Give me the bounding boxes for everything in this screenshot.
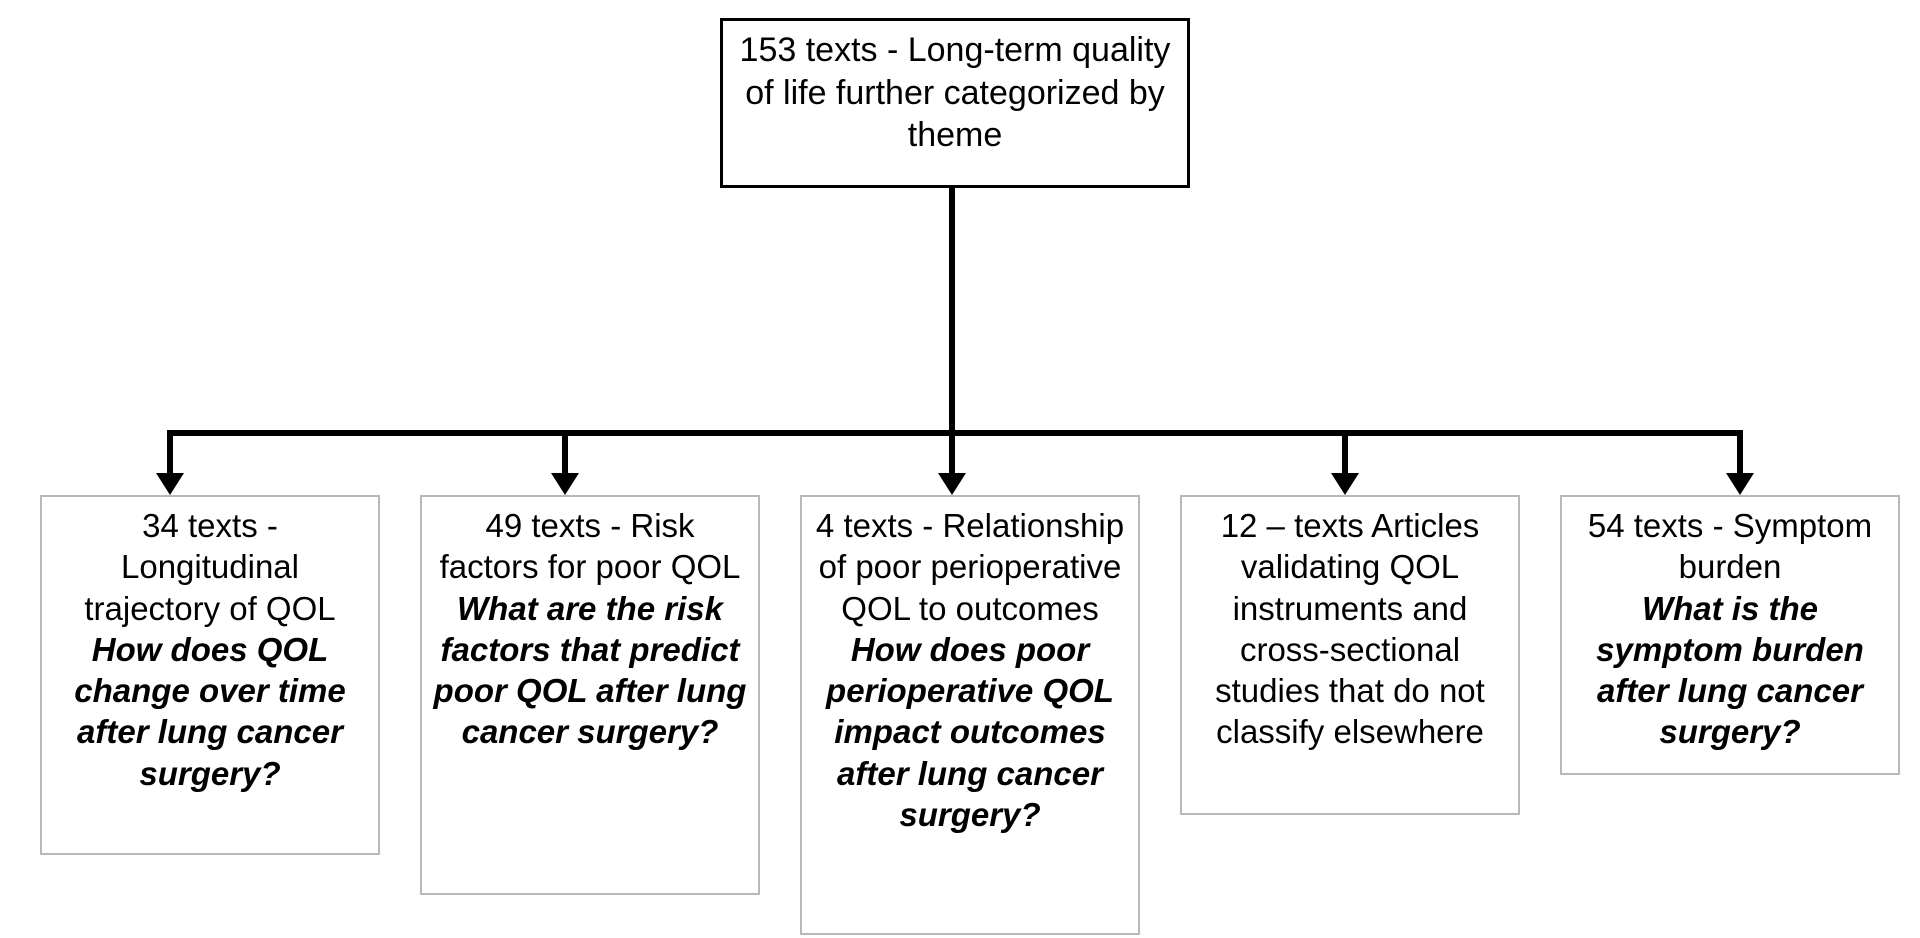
- child-question: How does QOL change over time after lung…: [52, 629, 368, 794]
- child-title: 54 texts - Symptom burden: [1572, 505, 1888, 588]
- connector-drop-validating: [1342, 430, 1348, 475]
- child-node-relationship: 4 texts - Relationship of poor periopera…: [800, 495, 1140, 935]
- child-node-symptom-burden: 54 texts - Symptom burden What is the sy…: [1560, 495, 1900, 775]
- arrowhead-risk-factors: [551, 473, 579, 495]
- arrowhead-relationship: [938, 473, 966, 495]
- child-node-risk-factors: 49 texts - Risk factors for poor QOL Wha…: [420, 495, 760, 895]
- connector-drop-longitudinal: [167, 430, 173, 475]
- connector-drop-risk-factors: [562, 430, 568, 475]
- child-title: 12 – texts Articles validating QOL instr…: [1192, 505, 1508, 753]
- root-node: 153 texts - Long-term quality of life fu…: [720, 18, 1190, 188]
- child-title: 49 texts - Risk factors for poor QOL: [432, 505, 748, 588]
- root-node-text: 153 texts - Long-term quality of life fu…: [733, 29, 1177, 157]
- child-question: What is the symptom burden after lung ca…: [1572, 588, 1888, 753]
- child-node-validating: 12 – texts Articles validating QOL instr…: [1180, 495, 1520, 815]
- child-title: 4 texts - Relationship of poor periopera…: [812, 505, 1128, 629]
- arrowhead-validating: [1331, 473, 1359, 495]
- connector-trunk: [949, 188, 955, 436]
- connector-drop-symptom-burden: [1737, 430, 1743, 475]
- child-title: 34 texts - Longitudinal trajectory of QO…: [52, 505, 368, 629]
- connector-drop-relationship: [949, 430, 955, 475]
- flowchart-canvas: 153 texts - Long-term quality of life fu…: [0, 0, 1920, 938]
- child-node-longitudinal: 34 texts - Longitudinal trajectory of QO…: [40, 495, 380, 855]
- connector-hbar: [167, 430, 1743, 436]
- child-question: How does poor perioperative QOL impact o…: [812, 629, 1128, 835]
- child-question: What are the risk factors that predict p…: [432, 588, 748, 753]
- arrowhead-longitudinal: [156, 473, 184, 495]
- arrowhead-symptom-burden: [1726, 473, 1754, 495]
